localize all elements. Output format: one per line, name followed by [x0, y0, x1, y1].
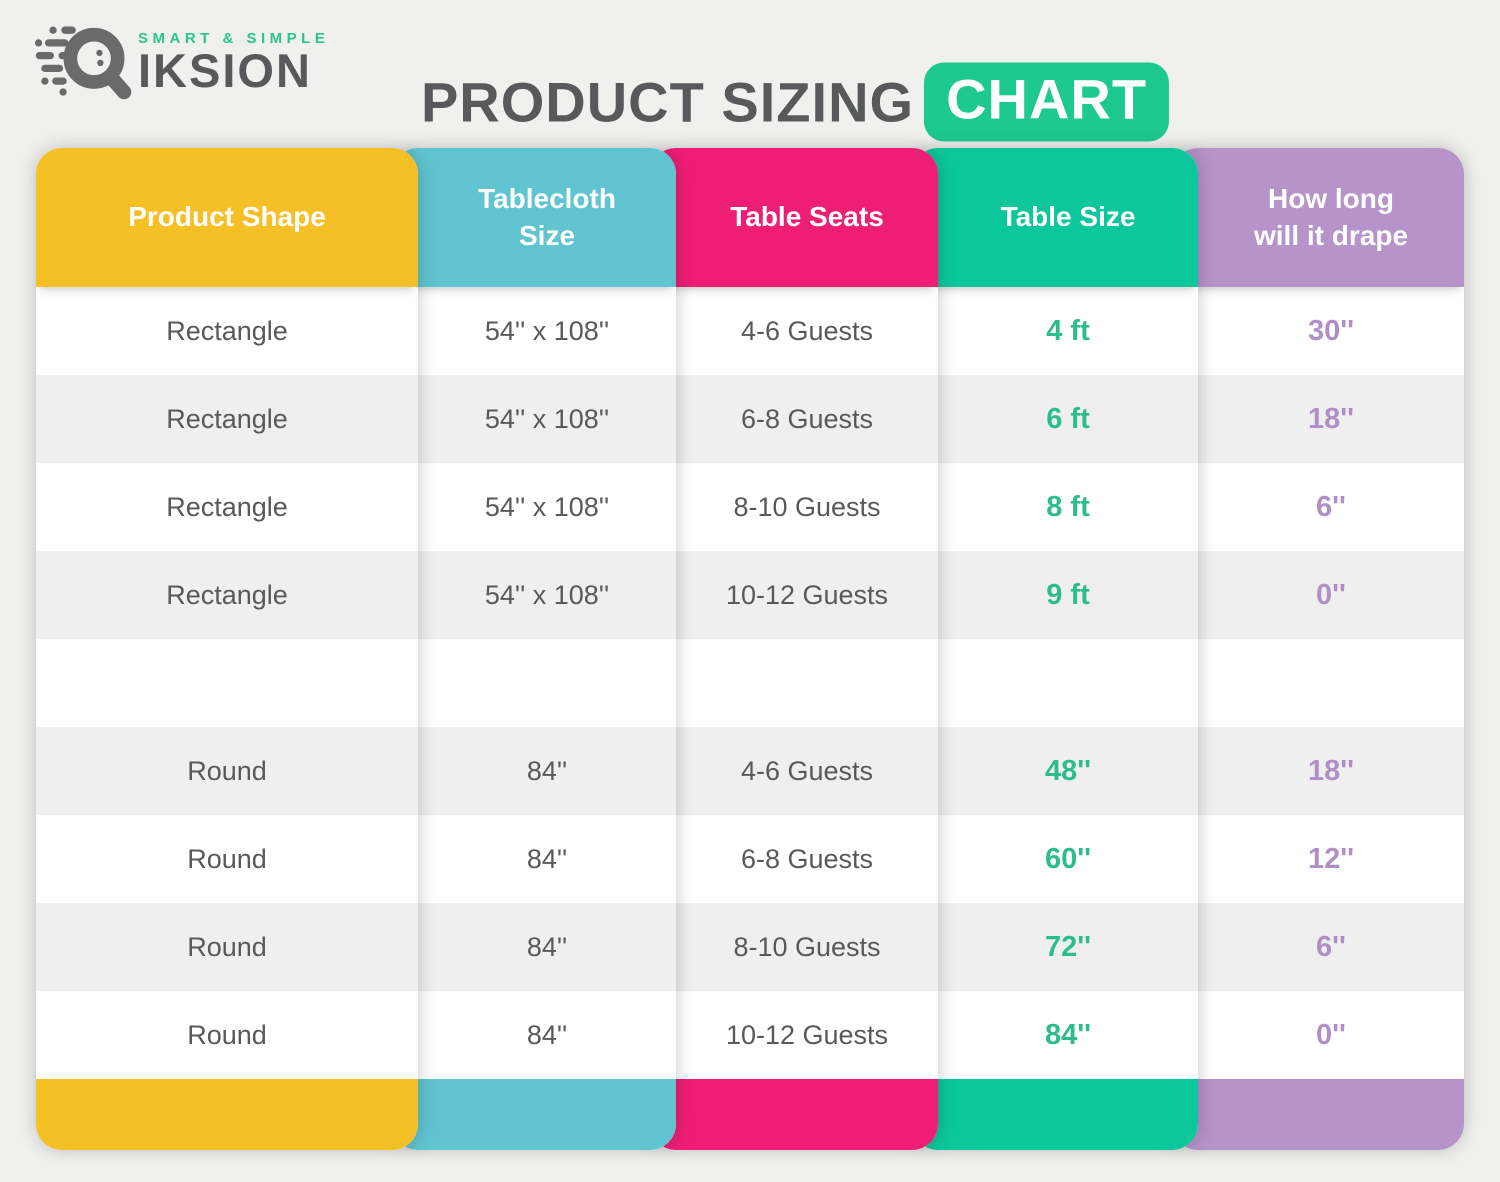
page-title-badge: CHART — [924, 62, 1170, 142]
logo-text: SMART & SIMPLE IKSION — [138, 30, 329, 94]
table-cell: 6-8 Guests — [650, 815, 938, 903]
table-cell: 10-12 Guests — [650, 991, 938, 1079]
table-column-3: Table Seats 4-6 Guests 6-8 Guests 8-10 Gues… — [650, 148, 938, 1150]
logo: SMART & SIMPLE IKSION — [34, 20, 329, 104]
table-cell: 0'' — [1172, 991, 1464, 1079]
table-cell — [650, 639, 938, 727]
table-cell: 8-10 Guests — [650, 463, 938, 551]
table-column-4: Table Size 4 ft 6 ft 8 ft 9 ft 48'' 60'' 72'' 84… — [912, 148, 1198, 1150]
table-cell: 54'' x 108'' — [392, 551, 676, 639]
column-footer — [912, 1079, 1198, 1150]
table-cell: 12'' — [1172, 815, 1464, 903]
table-cell: 84'' — [392, 991, 676, 1079]
column-footer — [1172, 1079, 1464, 1150]
table-cell: 18'' — [1172, 727, 1464, 815]
column-header: Table Seats — [650, 148, 938, 287]
table-cell: 8 ft — [912, 463, 1198, 551]
page-title-text: PRODUCT SIZING — [420, 70, 915, 134]
table-cell: 10-12 Guests — [650, 551, 938, 639]
table-cell: 6'' — [1172, 463, 1464, 551]
table-cell: 84'' — [392, 815, 676, 903]
header: SMART & SIMPLE IKSION PRODUCT SIZING CHA… — [0, 0, 1500, 148]
table-cell: 8-10 Guests — [650, 903, 938, 991]
column-header: Tablecloth Size — [392, 148, 676, 287]
table-cell: 30'' — [1172, 287, 1464, 375]
column-header: Product Shape — [36, 148, 418, 287]
table-cell — [1172, 639, 1464, 727]
table-cell: Rectangle — [36, 463, 418, 551]
table-cell: 54'' x 108'' — [392, 287, 676, 375]
table-cell: Rectangle — [36, 287, 418, 375]
table-cell: 48'' — [912, 727, 1198, 815]
table-cell — [36, 639, 418, 727]
table-cell: 0'' — [1172, 551, 1464, 639]
table-cell: Round — [36, 991, 418, 1079]
table-cell: 4 ft — [912, 287, 1198, 375]
table-cell: 9 ft — [912, 551, 1198, 639]
column-header: How long will it drape — [1172, 148, 1464, 287]
table-column-5: How long will it drape 30'' 18'' 6'' 0'' 18''… — [1172, 148, 1464, 1150]
table-cell: 6-8 Guests — [650, 375, 938, 463]
column-header: Table Size — [912, 148, 1198, 287]
table-cell: 6 ft — [912, 375, 1198, 463]
table-column-1: Product Shape Rectangle Rectangle Rectangle… — [36, 148, 418, 1150]
page-title: PRODUCT SIZING CHART — [420, 62, 1170, 142]
table-cell: 84'' — [392, 903, 676, 991]
table-column-2: Tablecloth Size 54'' x 108'' 54'' x 108'' 5… — [392, 148, 676, 1150]
table-cell: 54'' x 108'' — [392, 463, 676, 551]
table-cell: Rectangle — [36, 551, 418, 639]
table-cell: 54'' x 108'' — [392, 375, 676, 463]
column-footer — [36, 1079, 418, 1150]
table-cell — [912, 639, 1198, 727]
table-cell: 84'' — [912, 991, 1198, 1079]
logo-q-icon — [34, 26, 132, 100]
column-footer — [650, 1079, 938, 1150]
table-cell: 4-6 Guests — [650, 727, 938, 815]
table-cell: 4-6 Guests — [650, 287, 938, 375]
table-cell: Round — [36, 727, 418, 815]
table-cell: 84'' — [392, 727, 676, 815]
column-footer — [392, 1079, 676, 1150]
table-cell: 72'' — [912, 903, 1198, 991]
table-cell: Round — [36, 815, 418, 903]
sizing-table: Product Shape Rectangle Rectangle Rectangle… — [36, 148, 1464, 1150]
logo-tagline: SMART & SIMPLE — [138, 30, 330, 48]
table-cell: Rectangle — [36, 375, 418, 463]
table-cell: 60'' — [912, 815, 1198, 903]
table-cell: 18'' — [1172, 375, 1464, 463]
table-cell — [392, 639, 676, 727]
table-cell: 6'' — [1172, 903, 1464, 991]
logo-brand: IKSION — [138, 44, 312, 98]
table-cell: Round — [36, 903, 418, 991]
